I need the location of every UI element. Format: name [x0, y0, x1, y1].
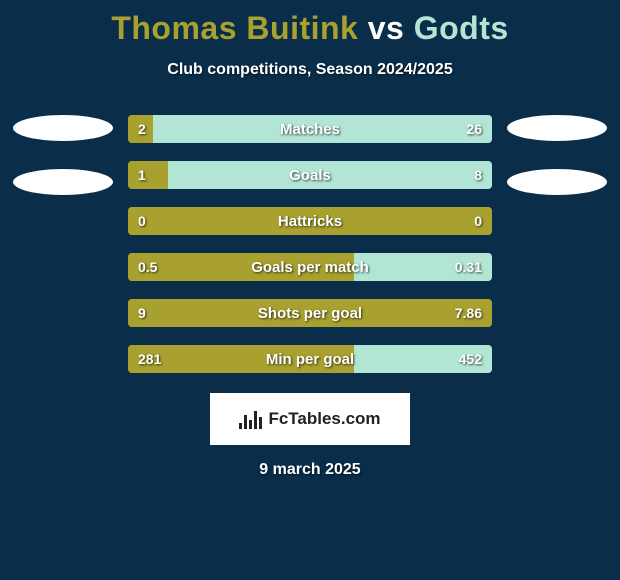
stat-value-right: 8: [474, 161, 482, 189]
stat-bar: Hattricks00: [128, 207, 492, 235]
player-right-badge-1: [507, 115, 607, 141]
stat-bar: Goals per match0.50.31: [128, 253, 492, 281]
title-player-left: Thomas Buitink: [111, 10, 358, 46]
player-right-badge-2: [507, 169, 607, 195]
page-title: Thomas Buitink vs Godts: [0, 0, 620, 47]
player-left-badge-2: [13, 169, 113, 195]
left-avatar-column: [8, 115, 118, 195]
stat-value-left: 1: [138, 161, 146, 189]
stats-bars: Matches226Goals18Hattricks00Goals per ma…: [118, 115, 502, 373]
stat-value-right: 7.86: [455, 299, 482, 327]
stat-bar: Matches226: [128, 115, 492, 143]
right-avatar-column: [502, 115, 612, 195]
date-label: 9 march 2025: [0, 461, 620, 479]
stat-bar-left-fill: [128, 161, 168, 189]
stat-value-right: 0.31: [455, 253, 482, 281]
stat-bar-right-fill: [168, 161, 492, 189]
stat-value-left: 2: [138, 115, 146, 143]
stat-bar: Goals18: [128, 161, 492, 189]
stat-bar-left-fill: [128, 345, 354, 373]
stat-value-left: 9: [138, 299, 146, 327]
stat-bar-left-fill: [128, 299, 492, 327]
player-left-badge-1: [13, 115, 113, 141]
stat-value-right: 452: [459, 345, 482, 373]
title-vs: vs: [368, 10, 414, 46]
stat-value-left: 0.5: [138, 253, 157, 281]
stat-value-left: 0: [138, 207, 146, 235]
chart-icon: [239, 409, 262, 429]
fctables-logo[interactable]: FcTables.com: [210, 393, 410, 445]
stat-value-right: 26: [466, 115, 482, 143]
logo-text: FcTables.com: [268, 409, 380, 429]
stat-bar: Shots per goal97.86: [128, 299, 492, 327]
stat-bar-left-fill: [128, 253, 354, 281]
stat-bar-left-fill: [128, 207, 492, 235]
content-row: Matches226Goals18Hattricks00Goals per ma…: [0, 115, 620, 373]
stat-bar: Min per goal281452: [128, 345, 492, 373]
title-player-right: Godts: [414, 10, 509, 46]
stat-value-left: 281: [138, 345, 161, 373]
stat-value-right: 0: [474, 207, 482, 235]
subtitle: Club competitions, Season 2024/2025: [0, 61, 620, 79]
stat-bar-right-fill: [153, 115, 492, 143]
